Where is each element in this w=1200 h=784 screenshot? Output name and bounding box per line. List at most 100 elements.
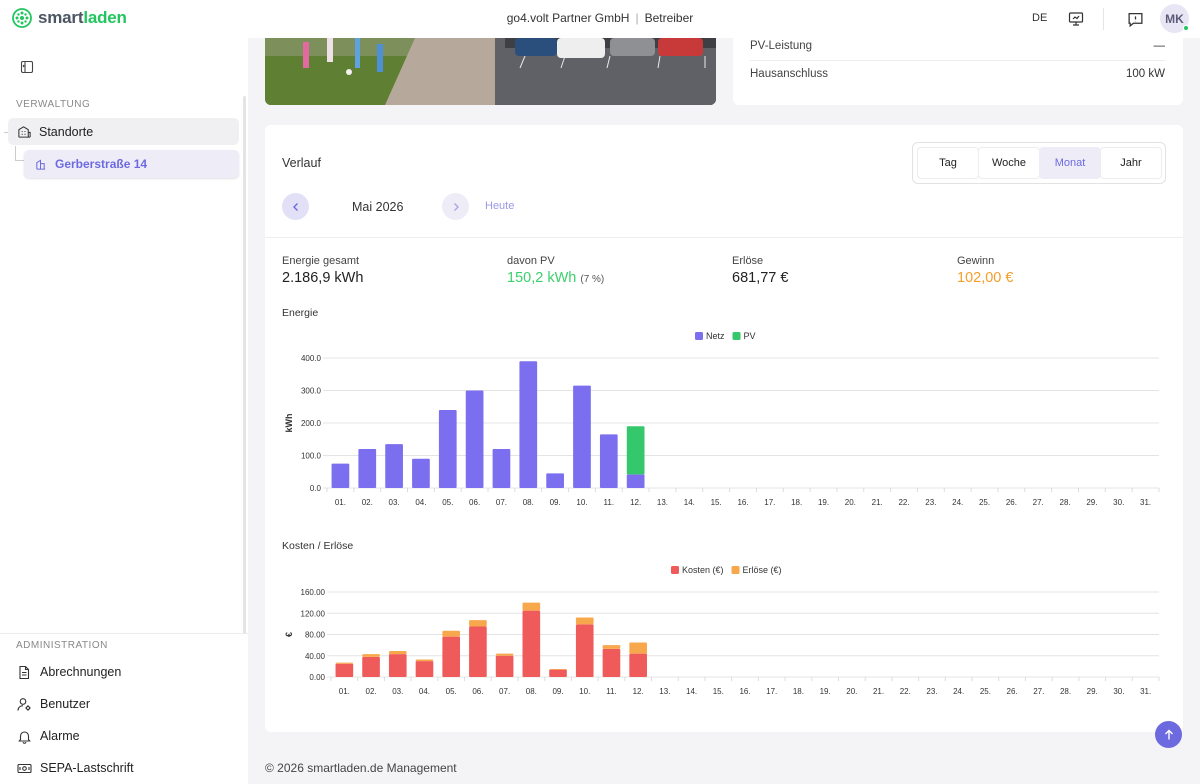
bar-secondary[interactable]: [335, 662, 354, 664]
x-tick-label: 27.: [1033, 687, 1044, 696]
x-tick-label: 14.: [686, 687, 697, 696]
legend-swatch[interactable]: [671, 566, 679, 574]
x-tick-label: 02.: [366, 687, 377, 696]
document-icon: [16, 664, 32, 680]
bar-primary[interactable]: [546, 473, 564, 488]
sidebar-item-abrechnungen[interactable]: Abrechnungen: [16, 664, 121, 680]
today-link[interactable]: Heute: [485, 200, 515, 212]
bar-primary[interactable]: [495, 655, 514, 677]
banknote-icon: [16, 760, 32, 776]
bar-primary[interactable]: [469, 626, 487, 677]
bar-primary[interactable]: [438, 410, 457, 488]
bar-secondary[interactable]: [626, 426, 645, 475]
history-card: Verlauf Tag Woche Monat Jahr Mai 2026 He…: [265, 125, 1183, 732]
bar-secondary[interactable]: [602, 645, 621, 649]
legend-swatch[interactable]: [731, 566, 740, 574]
chart-title-energie: Energie: [282, 307, 319, 319]
x-tick-label: 19.: [818, 498, 829, 507]
legend-label[interactable]: PV: [744, 331, 756, 341]
bar-primary[interactable]: [412, 458, 430, 488]
x-tick-label: 26.: [1006, 498, 1017, 507]
bar-secondary[interactable]: [415, 659, 434, 662]
bar-primary[interactable]: [626, 474, 645, 488]
bar-primary[interactable]: [331, 463, 350, 488]
bar-primary[interactable]: [575, 624, 594, 677]
logo[interactable]: smartladen: [12, 8, 127, 28]
x-tick-label: 29.: [1087, 687, 1098, 696]
sidebar-scrollbar[interactable]: [243, 96, 246, 634]
bar-primary[interactable]: [335, 663, 354, 677]
info-row-hausanschluss: Hausanschluss 100 kW: [750, 68, 1165, 80]
footer-copyright: © 2026 smartladen.de Management: [265, 761, 457, 775]
bar-secondary[interactable]: [362, 654, 380, 657]
info-value: 100 kW: [1126, 68, 1165, 80]
section-title-administration: ADMINISTRATION: [16, 640, 108, 651]
bar-primary[interactable]: [519, 361, 538, 488]
kpi-value: 102,00 €: [957, 270, 1014, 286]
legend-label[interactable]: Kosten (€): [682, 565, 724, 575]
x-tick-label: 05.: [442, 498, 453, 507]
bar-primary[interactable]: [442, 636, 461, 677]
tab-monat[interactable]: Monat: [1039, 147, 1101, 179]
bar-secondary[interactable]: [549, 669, 567, 670]
bar-primary[interactable]: [492, 449, 511, 488]
sidebar-item-benutzer[interactable]: Benutzer: [16, 696, 90, 712]
x-tick-label: 08.: [523, 498, 534, 507]
next-period-button[interactable]: [442, 193, 469, 220]
sidebar-item-alarme[interactable]: Alarme: [16, 728, 80, 744]
sidebar-item-location[interactable]: Gerberstraße 14: [24, 150, 239, 178]
bar-primary[interactable]: [415, 661, 434, 677]
scroll-to-top-button[interactable]: [1155, 721, 1182, 748]
user-settings-icon: [16, 696, 32, 712]
divider: [750, 60, 1165, 61]
divider: [1103, 8, 1104, 30]
x-tick-label: 29.: [1086, 498, 1097, 507]
bar-secondary[interactable]: [442, 630, 461, 637]
bar-primary[interactable]: [549, 669, 567, 677]
x-tick-label: 12.: [633, 687, 644, 696]
x-tick-label: 26.: [1007, 687, 1018, 696]
previous-period-button[interactable]: [282, 193, 309, 220]
bar-primary[interactable]: [573, 385, 591, 488]
x-tick-label: 01.: [335, 498, 346, 507]
bar-secondary[interactable]: [495, 653, 514, 656]
bar-primary[interactable]: [522, 610, 541, 677]
card-title: Verlauf: [282, 156, 321, 170]
bar-secondary[interactable]: [522, 602, 541, 611]
sidebar-toggle-icon[interactable]: [20, 60, 36, 76]
bar-primary[interactable]: [465, 390, 484, 489]
legend-swatch[interactable]: [732, 332, 741, 340]
language-switch[interactable]: DE: [1032, 12, 1048, 24]
tab-tag[interactable]: Tag: [917, 147, 979, 179]
x-tick-label: 13.: [659, 687, 670, 696]
kpi-value-wrapper: 150,2 kWh (7 %): [507, 270, 604, 286]
x-tick-label: 01.: [339, 687, 350, 696]
organization-name[interactable]: go4.volt Partner GmbH: [506, 11, 630, 25]
x-tick-label: 18.: [793, 687, 804, 696]
bar-secondary[interactable]: [629, 642, 647, 654]
avatar[interactable]: MK: [1160, 4, 1189, 33]
bar-secondary[interactable]: [469, 620, 487, 627]
bar-primary[interactable]: [385, 444, 403, 488]
legend-swatch[interactable]: [695, 332, 703, 340]
role-label[interactable]: Betreiber: [644, 11, 694, 25]
legend-label[interactable]: Netz: [706, 331, 725, 341]
bar-primary[interactable]: [388, 654, 407, 677]
legend-label[interactable]: Erlöse (€): [743, 565, 782, 575]
feedback-icon[interactable]: [1125, 9, 1145, 29]
tab-woche[interactable]: Woche: [978, 147, 1040, 179]
bar-primary[interactable]: [599, 434, 618, 488]
tab-jahr[interactable]: Jahr: [1100, 147, 1162, 179]
bar-primary[interactable]: [629, 653, 647, 677]
bar-primary[interactable]: [358, 449, 377, 488]
logo-icon: [12, 8, 32, 28]
bar-secondary[interactable]: [575, 617, 594, 625]
sidebar-item-sepa[interactable]: SEPA-Lastschrift: [16, 760, 134, 776]
presentation-icon[interactable]: [1066, 9, 1086, 29]
bar-secondary[interactable]: [388, 650, 407, 655]
sidebar-item-standorte[interactable]: Standorte: [8, 118, 239, 145]
bar-primary[interactable]: [602, 648, 621, 677]
section-title-verwaltung: VERWALTUNG: [16, 99, 91, 110]
bar-primary[interactable]: [362, 656, 380, 677]
y-tick-label: 40.00: [305, 652, 326, 661]
